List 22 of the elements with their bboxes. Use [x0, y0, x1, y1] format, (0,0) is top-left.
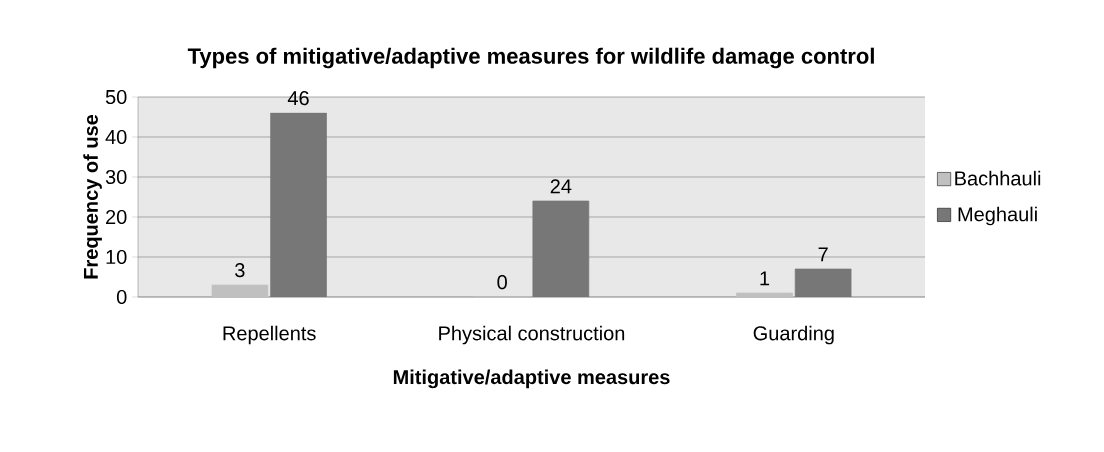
legend-label: Bachhauli	[955, 170, 1041, 186]
y-tick-label: 20	[106, 209, 127, 225]
y-axis-title: Frequency of use	[83, 114, 102, 279]
x-tick-label: Guarding	[753, 325, 834, 345]
chart-title: Types of mitigative/adaptive measures for wildlife damage control	[187, 47, 874, 69]
y-tick-label: 0	[116, 289, 127, 305]
x-tick-label: Repellents	[223, 325, 316, 345]
data-label: 0	[497, 275, 507, 290]
y-tick-label: 40	[105, 129, 127, 145]
data-label: 7	[818, 247, 828, 262]
x-tick-label: Physical construction	[439, 325, 625, 345]
bar	[211, 284, 269, 297]
data-label: 46	[287, 91, 309, 106]
legend-label: Meghauli	[958, 206, 1037, 226]
y-tick-label: 30	[105, 169, 127, 185]
bar	[736, 292, 793, 297]
x-axis-title: Mitigative/adaptive measures	[393, 369, 670, 389]
data-label: 1	[760, 271, 770, 286]
y-tick-label: 10	[106, 249, 127, 265]
y-tick-label: 50	[105, 89, 127, 105]
data-label: 3	[235, 263, 245, 278]
data-label: 24	[550, 179, 572, 194]
